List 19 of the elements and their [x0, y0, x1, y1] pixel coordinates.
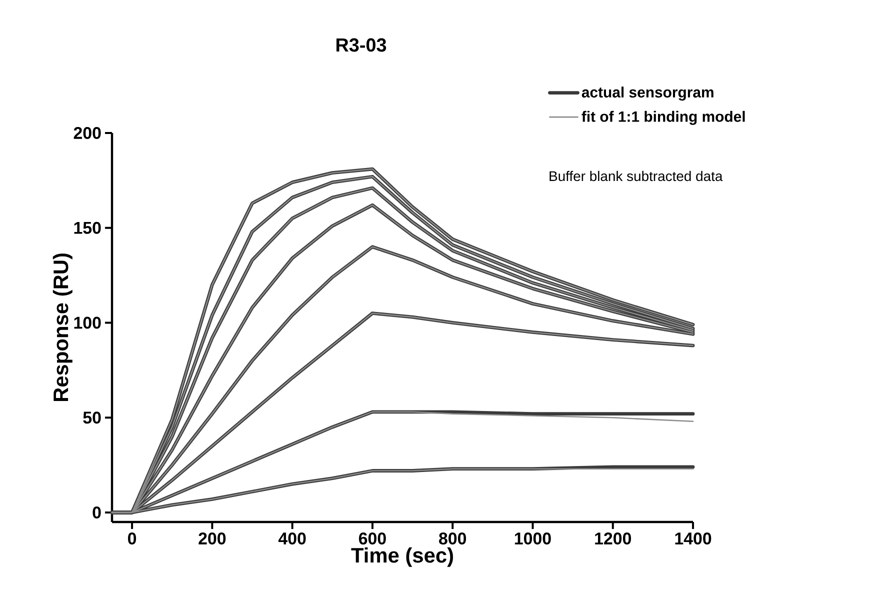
chart-title: R3-03 [336, 38, 386, 52]
y-tick-label: 200 [74, 126, 101, 139]
y-tick-label: 100 [74, 316, 101, 329]
x-tick-label: 0 [128, 532, 136, 545]
y-tick-label: 150 [74, 222, 101, 234]
x-tick-label: 1000 [514, 532, 551, 545]
x-tick-label: 1400 [675, 532, 712, 545]
x-tick-label: 200 [198, 532, 226, 545]
legend-label: fit of 1:1 binding model [582, 110, 745, 125]
x-tick-label: 400 [278, 532, 306, 545]
x-tick-label: 600 [358, 532, 386, 545]
x-axis-title: Time (sec) [351, 547, 453, 567]
legend-label: actual sensorgram [582, 86, 714, 101]
y-axis-title: Response (RU) [52, 254, 72, 402]
x-tick-label: 1200 [595, 532, 632, 545]
annotation: Buffer blank subtracted data [550, 170, 723, 182]
y-tick-label: 0 [92, 506, 101, 518]
y-tick-label: 50 [83, 412, 101, 424]
x-tick-label: 800 [439, 532, 466, 545]
